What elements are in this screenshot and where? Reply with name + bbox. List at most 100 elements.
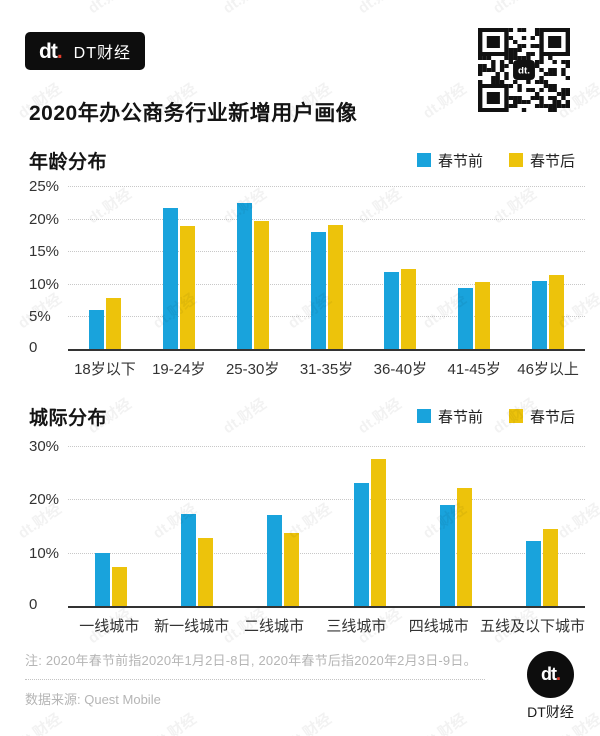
watermark-text: dt.财经 bbox=[420, 710, 470, 736]
bar-春节后-41-45岁 bbox=[475, 281, 491, 349]
data-source: 数据来源: Quest Mobile bbox=[25, 692, 161, 707]
bar-春节前-31-35岁 bbox=[310, 231, 326, 349]
watermark-text: dt.财经 bbox=[285, 710, 335, 736]
y-tick-label: 10% bbox=[29, 275, 60, 293]
legend-item-春节前: 春节前 bbox=[416, 406, 483, 427]
legend-label: 春节后 bbox=[529, 152, 575, 170]
dt-circle-logo: dt. bbox=[527, 651, 574, 698]
x-axis-label: 三线城市 bbox=[326, 618, 387, 635]
footnote: 注: 2020年春节前指2020年1月2日-8日, 2020年春节后指2020年… bbox=[25, 653, 477, 668]
bar-春节前-25-30岁 bbox=[236, 202, 252, 349]
gridline-15: 15% bbox=[29, 243, 585, 260]
gridline-5: 5% bbox=[29, 308, 585, 325]
bar-groups bbox=[68, 186, 585, 349]
x-labels: 18岁以下 19-24岁 25-30岁 31-35岁 36-40岁 41-45岁 46岁以上 bbox=[68, 351, 585, 381]
x-axis-label: 19-24岁 bbox=[152, 361, 206, 378]
x-axis-label: 46岁以上 bbox=[517, 361, 579, 378]
bar-group-新一线城市 bbox=[154, 446, 240, 606]
bar-春节后-31-35岁 bbox=[327, 225, 343, 349]
x-axis-label: 四线城市 bbox=[408, 618, 469, 635]
bar-group-36-40岁 bbox=[363, 186, 437, 349]
bar-group-41-45岁 bbox=[437, 186, 511, 349]
page-title: 2020年办公商务行业新增用户画像 bbox=[29, 102, 358, 125]
dt-logo-mark: dt bbox=[540, 664, 557, 684]
x-axis-label: 31-35岁 bbox=[299, 361, 354, 378]
bar-春节前-新一线城市 bbox=[181, 513, 197, 606]
legend-swatch-icon bbox=[416, 153, 431, 167]
footer-dt-logo: dt. DT财经 bbox=[527, 651, 574, 722]
svg-text:dt.: dt. bbox=[518, 65, 530, 75]
gridline-25: 25% bbox=[29, 178, 585, 195]
footer: 注: 2020年春节前指2020年1月2日-8日, 2020年春节后指2020年… bbox=[0, 650, 600, 720]
legend-swatch-icon bbox=[416, 409, 431, 423]
y-tick-label: 25% bbox=[29, 178, 60, 195]
dt-logo-red-dot: . bbox=[555, 664, 561, 684]
bar-group-五线及以下城市 bbox=[499, 446, 585, 606]
age-chart: 25% 20% 15% 10% 5% 0 18岁以下 19-24岁 25-30岁 31-35岁 3… bbox=[0, 178, 600, 381]
age-chart-legend: 春节前 春节后 bbox=[416, 150, 575, 171]
bar-group-一线城市 bbox=[68, 446, 154, 606]
bar-group-四线城市 bbox=[413, 446, 499, 606]
bar-group-三线城市 bbox=[327, 446, 413, 606]
y-tick-label: 5% bbox=[29, 308, 51, 326]
x-axis-label: 一线城市 bbox=[79, 618, 140, 635]
watermark-text: dt.财经 bbox=[150, 710, 200, 736]
y-tick-label: 10% bbox=[29, 544, 60, 562]
bar-春节前-三线城市 bbox=[353, 483, 369, 606]
plot-area: 25% 20% 15% 10% 5% 0 bbox=[29, 178, 585, 356]
dt-logo-label: DT财经 bbox=[73, 45, 132, 62]
x-axis-label: 36-40岁 bbox=[373, 361, 428, 378]
y-tick-label: 15% bbox=[29, 243, 60, 261]
bar-春节前-一线城市 bbox=[95, 552, 111, 606]
city-section-head: 城际分布 春节前 春节后 bbox=[0, 404, 600, 429]
city-chart-legend: 春节前 春节后 bbox=[416, 406, 575, 427]
city-chart-title: 城际分布 bbox=[29, 407, 108, 429]
bar-group-46岁以上 bbox=[511, 186, 585, 349]
gridline-20: 20% bbox=[29, 211, 585, 228]
legend-item-春节前: 春节前 bbox=[416, 150, 483, 171]
x-labels: 一线城市 新一线城市 二线城市 三线城市 四线城市 五线及以下城市 bbox=[68, 608, 585, 638]
watermark-text: dt.财经 bbox=[15, 710, 65, 736]
bar-春节前-41-45岁 bbox=[458, 288, 474, 349]
legend-item-春节后: 春节后 bbox=[508, 150, 575, 171]
bar-春节前-36-40岁 bbox=[384, 272, 400, 349]
bar-春节前-18岁以下 bbox=[88, 309, 104, 349]
bar-groups bbox=[68, 446, 585, 606]
qr-code: dt. bbox=[478, 28, 570, 112]
gridline-10: 10% bbox=[29, 276, 585, 293]
y-tick-label: 0 bbox=[29, 339, 38, 356]
legend-label: 春节后 bbox=[529, 408, 575, 426]
gridline-20: 20% bbox=[29, 491, 585, 508]
bar-春节前-五线及以下城市 bbox=[525, 540, 541, 606]
bar-春节后-四线城市 bbox=[456, 488, 472, 606]
plot-area: 30% 20% 10% 0 bbox=[29, 438, 585, 613]
gridline-30: 30% bbox=[29, 438, 585, 455]
x-axis-label: 二线城市 bbox=[243, 618, 304, 635]
x-axis-label: 25-30岁 bbox=[225, 361, 280, 378]
bar-春节前-46岁以上 bbox=[532, 281, 548, 349]
city-chart: 30% 20% 10% 0 一线城市 新一线城市 二线城市 三线城市 四线城市 五线及以下城市 bbox=[0, 438, 600, 638]
bar-group-31-35岁 bbox=[290, 186, 364, 349]
legend-label: 春节前 bbox=[437, 152, 483, 170]
legend-swatch-icon bbox=[508, 153, 523, 167]
legend-item-春节后: 春节后 bbox=[508, 406, 575, 427]
y-tick-label: 20% bbox=[29, 210, 60, 228]
x-axis-label: 18岁以下 bbox=[74, 361, 136, 378]
bar-春节后-19-24岁 bbox=[179, 226, 195, 349]
bar-春节前-19-24岁 bbox=[162, 207, 178, 349]
legend-label: 春节前 bbox=[437, 408, 483, 426]
bar-春节后-三线城市 bbox=[370, 458, 386, 606]
bar-group-二线城市 bbox=[240, 446, 326, 606]
bar-春节后-25-30岁 bbox=[253, 220, 269, 349]
bar-group-19-24岁 bbox=[142, 186, 216, 349]
footer-logo-label: DT财经 bbox=[527, 704, 574, 720]
age-chart-title: 年龄分布 bbox=[29, 151, 108, 173]
bar-group-25-30岁 bbox=[216, 186, 290, 349]
x-axis-label: 新一线城市 bbox=[154, 618, 230, 635]
dt-logo-mark: dt bbox=[39, 39, 58, 63]
y-tick-label: 20% bbox=[29, 491, 60, 509]
x-axis-label: 五线及以下城市 bbox=[479, 618, 585, 635]
bar-春节后-二线城市 bbox=[284, 532, 300, 606]
x-axis-label: 41-45岁 bbox=[447, 361, 501, 378]
bar-group-18岁以下 bbox=[68, 186, 142, 349]
